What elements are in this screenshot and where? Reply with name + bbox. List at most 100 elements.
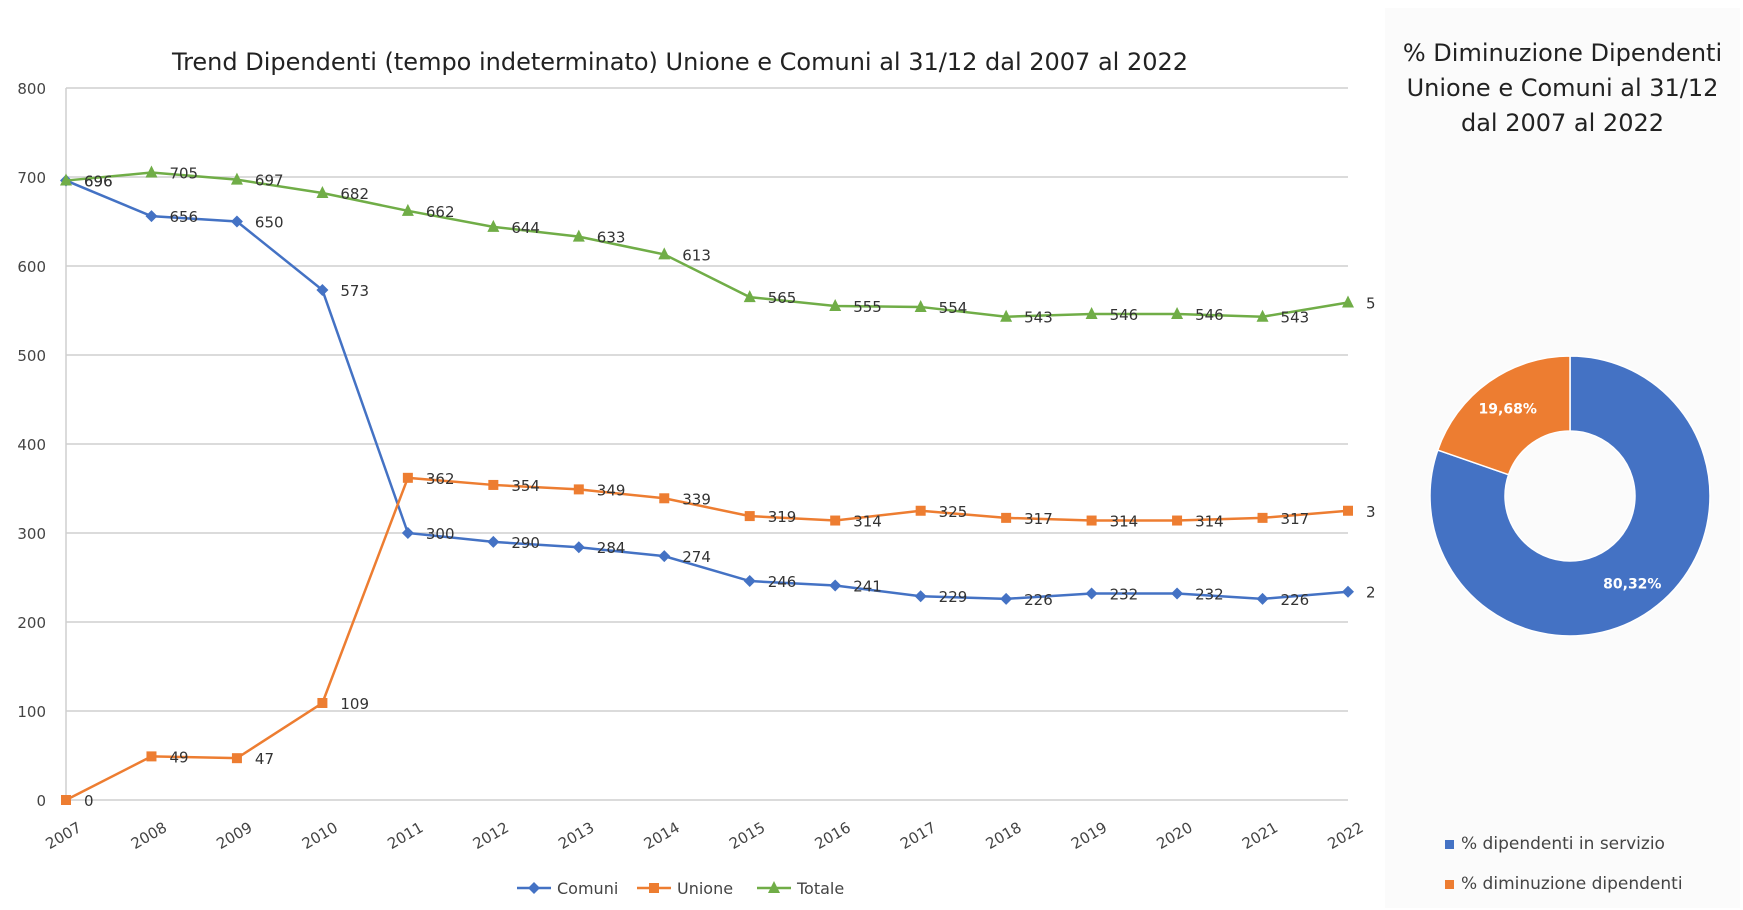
x-tick-label: 2018 <box>983 818 1025 853</box>
data-point <box>145 210 158 223</box>
data-label: 354 <box>511 477 540 495</box>
legend-swatch <box>1445 839 1454 849</box>
line-chart-legend: Comuni Unione Totale <box>515 878 875 898</box>
donut-chart-panel: % Diminuzione Dipendenti Unione e Comuni… <box>1385 8 1740 908</box>
data-point <box>1171 587 1184 600</box>
data-label: 317 <box>1024 510 1053 528</box>
x-tick-label: 2021 <box>1239 818 1281 853</box>
y-tick-label: 600 <box>17 258 46 276</box>
data-label: 613 <box>682 246 711 264</box>
legend-item-in-servizio: % dipendenti in servizio <box>1445 834 1665 854</box>
x-tick-label: 2012 <box>470 818 512 853</box>
legend-label: % diminuzione dipendenti <box>1461 874 1683 894</box>
data-label: 226 <box>1024 591 1053 609</box>
y-tick-label: 300 <box>17 525 46 543</box>
data-point <box>572 229 585 242</box>
legend-marker <box>528 882 540 894</box>
x-tick-label: 2011 <box>384 818 426 853</box>
data-label: 232 <box>1195 586 1224 604</box>
series-line-comuni <box>65 179 1349 601</box>
data-label: 546 <box>1110 306 1139 324</box>
slice-label: 19,68% <box>1479 401 1537 417</box>
data-point <box>1343 505 1353 516</box>
data-label: 0 <box>84 792 94 810</box>
data-point <box>1000 592 1013 605</box>
data-point <box>487 219 500 232</box>
data-label: 246 <box>768 573 797 591</box>
legend-label: Unione <box>677 879 733 898</box>
slice-label: 80,32% <box>1603 577 1661 593</box>
data-point <box>316 186 329 199</box>
data-label: 314 <box>1195 513 1224 531</box>
data-label: 697 <box>255 172 284 190</box>
data-point <box>1171 307 1184 320</box>
x-tick-label: 2020 <box>1154 818 1196 853</box>
data-label: 317 <box>1281 510 1310 528</box>
data-label: 656 <box>169 208 198 226</box>
data-label: 559 <box>1366 294 1375 312</box>
data-label: 314 <box>853 513 882 531</box>
line-chart-title: Trend Dipendenti (tempo indeterminato) U… <box>171 48 1189 76</box>
data-label: 241 <box>853 578 882 596</box>
x-tick-label: 2008 <box>128 818 170 853</box>
data-point <box>1257 512 1268 523</box>
data-label: 543 <box>1281 309 1310 327</box>
data-label: 555 <box>853 298 882 316</box>
series-line-totale <box>65 171 1349 318</box>
data-label: 290 <box>511 534 540 552</box>
data-point <box>658 247 671 260</box>
data-point <box>231 753 242 764</box>
data-label: 573 <box>340 282 369 300</box>
data-point <box>829 579 842 592</box>
data-label: 644 <box>511 219 540 237</box>
data-point <box>1085 587 1098 600</box>
x-tick-label: 2022 <box>1324 818 1366 853</box>
data-label: 274 <box>682 548 711 566</box>
legend-item-diminuzione: % diminuzione dipendenti <box>1445 874 1683 894</box>
data-point <box>830 515 841 526</box>
y-tick-label: 400 <box>17 436 46 454</box>
data-label: 349 <box>597 481 626 499</box>
data-label: 339 <box>682 490 711 508</box>
data-label: 565 <box>768 289 797 307</box>
x-tick-label: 2017 <box>897 818 939 853</box>
legend-swatch <box>1445 879 1454 889</box>
x-tick-label: 2015 <box>726 818 768 853</box>
data-point <box>1172 515 1183 526</box>
data-label: 314 <box>1110 513 1139 531</box>
data-label: 284 <box>597 539 626 557</box>
legend-label: Comuni <box>557 879 618 898</box>
data-point <box>1342 295 1354 308</box>
data-label: 546 <box>1195 306 1224 324</box>
data-point <box>914 299 927 312</box>
data-label: 696 <box>84 173 113 191</box>
y-tick-label: 800 <box>17 80 46 98</box>
y-tick-label: 200 <box>17 614 46 632</box>
x-tick-label: 2013 <box>555 818 597 853</box>
x-tick-label: 2010 <box>299 818 341 853</box>
data-point <box>915 505 926 516</box>
series-line-unione <box>65 476 1349 802</box>
data-point <box>572 541 585 554</box>
data-point <box>744 511 755 522</box>
donut-chart: 80,32% 19,68% <box>1429 355 1711 637</box>
donut-slice <box>1429 355 1711 637</box>
data-label: 232 <box>1110 586 1139 604</box>
data-point <box>659 493 670 504</box>
data-point <box>658 550 671 563</box>
line-chart-panel: Trend Dipendenti (tempo indeterminato) U… <box>17 48 1375 898</box>
data-point <box>146 751 157 762</box>
data-label: 229 <box>939 588 968 606</box>
data-point <box>487 535 500 548</box>
data-point <box>743 290 756 303</box>
data-label: 109 <box>340 695 369 713</box>
data-point <box>401 203 414 216</box>
data-point <box>1001 512 1012 523</box>
x-tick-label: 2007 <box>42 818 84 853</box>
data-point <box>914 590 927 603</box>
data-label: 325 <box>1366 503 1375 521</box>
data-label: 682 <box>340 185 369 203</box>
legend-label: % dipendenti in servizio <box>1461 834 1665 854</box>
data-point <box>402 472 413 483</box>
data-point <box>1085 307 1098 320</box>
